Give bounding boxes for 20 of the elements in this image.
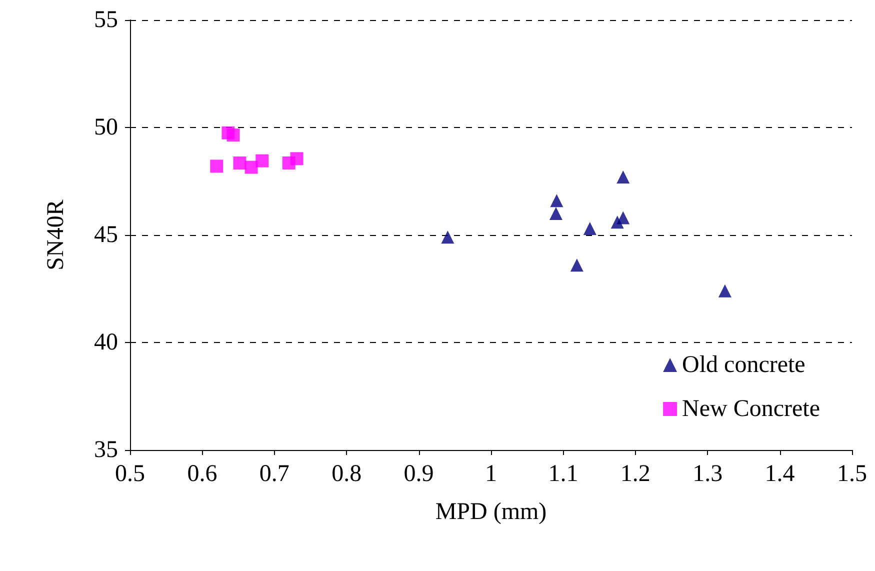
x-axis-title: MPD (mm) bbox=[435, 499, 547, 525]
x-tick-label: 0.7 bbox=[259, 461, 290, 487]
x-tick-label: 1.3 bbox=[692, 461, 723, 487]
y-tick-label: 35 bbox=[94, 437, 118, 463]
x-tick-label: 1.5 bbox=[837, 461, 867, 487]
x-tick-label: 0.5 bbox=[115, 461, 145, 487]
x-tick-label: 1.1 bbox=[548, 461, 578, 487]
x-tick-label: 0.6 bbox=[187, 461, 218, 487]
x-tick-label: 0.9 bbox=[404, 461, 434, 487]
legend-label: New Concrete bbox=[682, 396, 820, 422]
y-tick-label: 45 bbox=[94, 222, 118, 248]
legend-label: Old concrete bbox=[682, 352, 806, 378]
x-tick-label: 1.2 bbox=[620, 461, 650, 487]
y-tick-label: 50 bbox=[94, 114, 118, 140]
x-tick-label: 1.4 bbox=[764, 461, 795, 487]
y-tick-label: 40 bbox=[94, 330, 118, 356]
y-axis-title: SN40R bbox=[43, 200, 69, 270]
y-tick-label: 55 bbox=[94, 7, 118, 33]
x-tick-label: 1 bbox=[485, 461, 497, 487]
x-tick-label: 0.8 bbox=[332, 461, 362, 487]
